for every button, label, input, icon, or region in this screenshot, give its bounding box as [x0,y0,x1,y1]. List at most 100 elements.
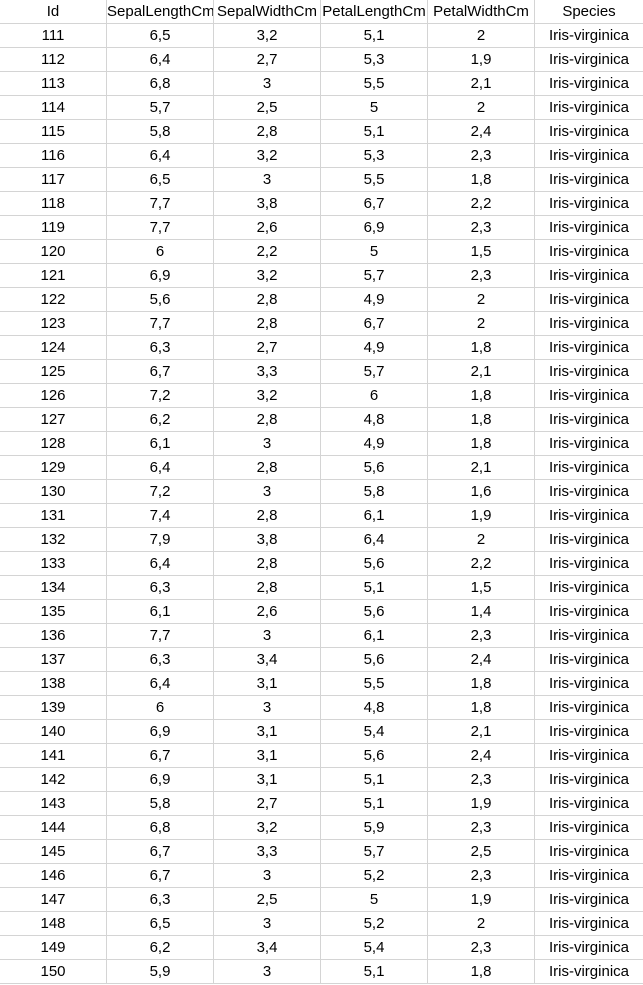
cell-petal-width[interactable]: 2 [428,24,535,48]
cell-species[interactable]: Iris-virginica [535,192,643,216]
cell-id[interactable]: 141 [0,744,107,768]
cell-sepal-length[interactable]: 6,7 [107,744,214,768]
cell-sepal-length[interactable]: 7,2 [107,480,214,504]
cell-id[interactable]: 143 [0,792,107,816]
cell-sepal-length[interactable]: 6,7 [107,360,214,384]
cell-id[interactable]: 136 [0,624,107,648]
cell-sepal-width[interactable]: 2,8 [214,456,321,480]
cell-petal-length[interactable]: 5 [321,96,428,120]
cell-petal-width[interactable]: 2,4 [428,120,535,144]
cell-species[interactable]: Iris-virginica [535,24,643,48]
cell-species[interactable]: Iris-virginica [535,672,643,696]
cell-species[interactable]: Iris-virginica [535,504,643,528]
cell-id[interactable]: 125 [0,360,107,384]
cell-petal-width[interactable]: 2,1 [428,720,535,744]
cell-petal-length[interactable]: 5,6 [321,600,428,624]
header-cell-species[interactable]: Species [535,0,643,24]
cell-sepal-width[interactable]: 3 [214,696,321,720]
cell-species[interactable]: Iris-virginica [535,432,643,456]
cell-sepal-width[interactable]: 3 [214,624,321,648]
cell-sepal-width[interactable]: 3,2 [214,144,321,168]
cell-sepal-length[interactable]: 5,6 [107,288,214,312]
cell-id[interactable]: 135 [0,600,107,624]
cell-sepal-length[interactable]: 6,3 [107,576,214,600]
cell-petal-length[interactable]: 5,2 [321,864,428,888]
cell-id[interactable]: 140 [0,720,107,744]
cell-sepal-length[interactable]: 6,4 [107,552,214,576]
cell-sepal-length[interactable]: 7,7 [107,624,214,648]
cell-id[interactable]: 111 [0,24,107,48]
cell-species[interactable]: Iris-virginica [535,336,643,360]
cell-petal-width[interactable]: 1,9 [428,792,535,816]
cell-id[interactable]: 144 [0,816,107,840]
cell-petal-width[interactable]: 2,1 [428,456,535,480]
cell-petal-length[interactable]: 5,2 [321,912,428,936]
cell-petal-length[interactable]: 6 [321,384,428,408]
cell-id[interactable]: 128 [0,432,107,456]
cell-petal-width[interactable]: 1,4 [428,600,535,624]
cell-sepal-width[interactable]: 3,4 [214,648,321,672]
cell-petal-length[interactable]: 5,1 [321,960,428,984]
cell-species[interactable]: Iris-virginica [535,864,643,888]
cell-id[interactable]: 148 [0,912,107,936]
cell-id[interactable]: 122 [0,288,107,312]
header-cell-petal-length[interactable]: PetalLengthCm [321,0,428,24]
cell-species[interactable]: Iris-virginica [535,240,643,264]
cell-sepal-width[interactable]: 3 [214,864,321,888]
cell-sepal-length[interactable]: 6,7 [107,840,214,864]
cell-id[interactable]: 131 [0,504,107,528]
cell-id[interactable]: 119 [0,216,107,240]
cell-petal-width[interactable]: 1,9 [428,48,535,72]
cell-species[interactable]: Iris-virginica [535,960,643,984]
cell-sepal-length[interactable]: 6 [107,240,214,264]
cell-petal-length[interactable]: 5,7 [321,840,428,864]
cell-sepal-width[interactable]: 3,3 [214,360,321,384]
cell-sepal-width[interactable]: 3,3 [214,840,321,864]
cell-sepal-length[interactable]: 6,3 [107,648,214,672]
cell-petal-length[interactable]: 5,3 [321,48,428,72]
cell-sepal-width[interactable]: 2,8 [214,312,321,336]
cell-sepal-width[interactable]: 3,2 [214,264,321,288]
cell-id[interactable]: 147 [0,888,107,912]
cell-sepal-length[interactable]: 6,3 [107,336,214,360]
cell-id[interactable]: 117 [0,168,107,192]
cell-sepal-length[interactable]: 6,4 [107,144,214,168]
cell-petal-length[interactable]: 4,9 [321,336,428,360]
cell-species[interactable]: Iris-virginica [535,648,643,672]
cell-sepal-length[interactable]: 6,5 [107,24,214,48]
cell-petal-length[interactable]: 5,1 [321,120,428,144]
cell-species[interactable]: Iris-virginica [535,600,643,624]
cell-id[interactable]: 133 [0,552,107,576]
cell-petal-width[interactable]: 1,8 [428,384,535,408]
cell-species[interactable]: Iris-virginica [535,552,643,576]
cell-petal-length[interactable]: 4,8 [321,696,428,720]
cell-petal-width[interactable]: 1,8 [428,432,535,456]
cell-sepal-width[interactable]: 3 [214,960,321,984]
cell-species[interactable]: Iris-virginica [535,624,643,648]
cell-petal-length[interactable]: 6,7 [321,192,428,216]
cell-id[interactable]: 127 [0,408,107,432]
cell-sepal-length[interactable]: 5,8 [107,120,214,144]
cell-species[interactable]: Iris-virginica [535,936,643,960]
cell-id[interactable]: 130 [0,480,107,504]
cell-sepal-width[interactable]: 3 [214,72,321,96]
cell-sepal-width[interactable]: 2,2 [214,240,321,264]
cell-petal-length[interactable]: 5,5 [321,672,428,696]
cell-sepal-length[interactable]: 6,3 [107,888,214,912]
cell-id[interactable]: 115 [0,120,107,144]
cell-id[interactable]: 146 [0,864,107,888]
cell-species[interactable]: Iris-virginica [535,480,643,504]
cell-petal-width[interactable]: 2,4 [428,744,535,768]
cell-petal-width[interactable]: 1,8 [428,408,535,432]
cell-sepal-width[interactable]: 3,2 [214,384,321,408]
cell-species[interactable]: Iris-virginica [535,840,643,864]
header-cell-petal-width[interactable]: PetalWidthCm [428,0,535,24]
cell-sepal-length[interactable]: 7,7 [107,192,214,216]
cell-id[interactable]: 149 [0,936,107,960]
cell-species[interactable]: Iris-virginica [535,72,643,96]
cell-sepal-length[interactable]: 6,4 [107,456,214,480]
cell-species[interactable]: Iris-virginica [535,264,643,288]
cell-petal-length[interactable]: 4,9 [321,432,428,456]
cell-sepal-width[interactable]: 3,1 [214,744,321,768]
cell-species[interactable]: Iris-virginica [535,888,643,912]
